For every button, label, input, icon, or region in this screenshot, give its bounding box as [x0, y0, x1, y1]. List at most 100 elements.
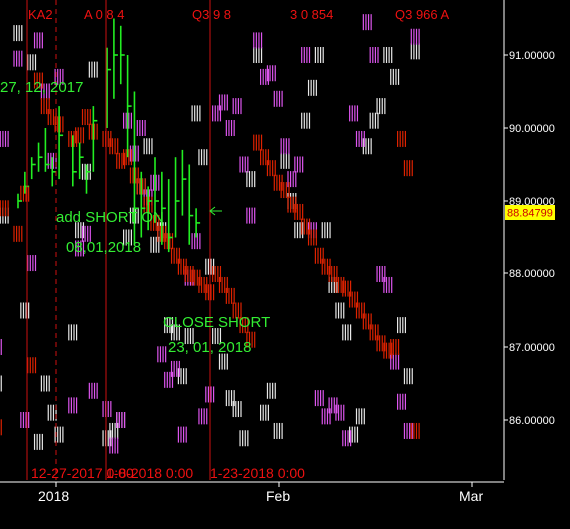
- magenta-tick-mark: [122, 112, 132, 129]
- white-tick-mark: [253, 47, 263, 63]
- red-tick-mark: [164, 233, 174, 250]
- red-tick-mark: [157, 225, 167, 242]
- white-tick-mark: [33, 433, 43, 450]
- price-bar: [154, 157, 159, 223]
- magenta-tick-mark: [170, 360, 180, 377]
- magenta-tick-mark: [294, 156, 304, 173]
- red-tick-mark: [218, 276, 228, 293]
- magenta-tick-mark: [54, 68, 64, 85]
- annotation-close-short: CLOSE SHORT: [163, 314, 270, 331]
- price-bar: [126, 55, 132, 158]
- magenta-tick-mark: [362, 14, 372, 31]
- white-tick-mark: [369, 112, 379, 129]
- magenta-tick-mark: [164, 371, 174, 388]
- magenta-tick-mark: [328, 397, 338, 414]
- price-bar: [133, 91, 139, 245]
- red-tick-mark: [390, 339, 400, 355]
- white-tick-mark: [170, 324, 180, 341]
- red-tick-mark: [136, 178, 146, 195]
- white-tick-mark: [54, 426, 64, 443]
- y-tick-label: 86.00000: [509, 415, 555, 427]
- white-tick-mark: [20, 302, 30, 319]
- magenta-tick-mark: [116, 412, 126, 428]
- red-tick-mark: [403, 160, 413, 177]
- white-tick-mark: [205, 258, 215, 275]
- white-tick-mark: [397, 317, 406, 334]
- price-bar: [174, 157, 180, 238]
- white-tick-mark: [88, 61, 98, 78]
- y-tick-label: 87.00000: [509, 342, 555, 354]
- red-tick-mark: [170, 247, 180, 264]
- magenta-tick-mark: [13, 50, 23, 67]
- red-tick-mark: [143, 196, 153, 213]
- header-fragment: KA2: [28, 7, 53, 22]
- white-tick-mark: [273, 422, 283, 439]
- red-tick-mark: [410, 422, 420, 439]
- magenta-tick-mark: [150, 174, 160, 191]
- price-arrow-icon: [209, 206, 222, 216]
- red-tick-mark: [355, 302, 365, 319]
- y-tick-marks: [504, 54, 508, 421]
- white-tick-mark: [410, 43, 420, 60]
- red-tick-mark: [88, 123, 98, 140]
- red-tick-mark: [253, 134, 263, 151]
- price-bar: [44, 128, 50, 172]
- red-tick-mark: [184, 266, 194, 282]
- red-tick-mark: [225, 287, 235, 304]
- red-tick-mark: [239, 317, 249, 334]
- magenta-tick-mark: [88, 382, 98, 399]
- red-tick-mark: [54, 116, 64, 133]
- red-tick-mark: [307, 229, 317, 246]
- magenta-tick-mark: [177, 426, 187, 443]
- price-bar: [181, 149, 187, 216]
- white-tick-mark: [129, 207, 139, 224]
- white-tick-mark: [150, 236, 160, 253]
- red-tick-mark: [116, 152, 126, 169]
- white-tick-mark: [232, 401, 242, 418]
- magenta-tick-mark: [397, 393, 406, 410]
- price-bar: [113, 18, 118, 99]
- white-tick-mark: [280, 152, 290, 169]
- white-tick-mark: [301, 112, 311, 129]
- header-fragments: KA2 A 0 8 4 Q3 9 8 3 0 854 Q3 966 A: [28, 7, 450, 22]
- price-bar: [92, 106, 98, 172]
- price-bar: [106, 47, 112, 128]
- red-tick-mark: [122, 149, 132, 166]
- white-tick-mark: [390, 68, 400, 85]
- white-tick-mark: [239, 430, 249, 447]
- magenta-tick-mark: [314, 390, 324, 407]
- x-tick-label: Mar: [459, 488, 483, 504]
- red-tick-mark: [33, 72, 43, 89]
- price-bar: [119, 25, 125, 85]
- magenta-tick-mark: [253, 32, 263, 49]
- price-bar: [161, 171, 166, 245]
- red-tick-mark: [294, 203, 304, 220]
- white-tick-mark: [349, 426, 359, 443]
- magenta-tick-mark: [355, 130, 365, 147]
- annotation-add-short: add SHORT ON: [56, 209, 164, 226]
- magenta-tick-mark: [369, 47, 379, 63]
- white-tick-mark: [266, 382, 276, 399]
- white-tick-mark: [13, 25, 23, 42]
- red-tick-mark: [75, 127, 85, 144]
- red-tick-mark: [342, 280, 352, 297]
- x-tick-label: Feb: [266, 488, 290, 504]
- price-bar: [195, 208, 201, 238]
- white-tick-mark: [0, 375, 2, 392]
- magenta-tick-mark: [191, 233, 201, 250]
- red-tick-mark: [397, 130, 406, 147]
- red-tick-mark: [27, 357, 37, 374]
- white-tick-mark: [75, 222, 85, 239]
- white-tick-mark: [218, 353, 228, 370]
- header-fragment: 3 0 854: [290, 7, 333, 22]
- magenta-tick-mark: [198, 408, 208, 425]
- red-tick-mark: [246, 331, 256, 348]
- magenta-tick-mark: [301, 47, 311, 63]
- magenta-tick-mark: [349, 105, 359, 122]
- white-tick-mark: [355, 408, 365, 425]
- white-tick-mark: [40, 375, 50, 392]
- x-tick-label: 2018: [38, 488, 69, 504]
- white-tick-mark: [68, 324, 78, 341]
- annotation-date-top: 27, 12, 2017: [0, 79, 83, 96]
- magenta-tick-mark: [129, 145, 139, 162]
